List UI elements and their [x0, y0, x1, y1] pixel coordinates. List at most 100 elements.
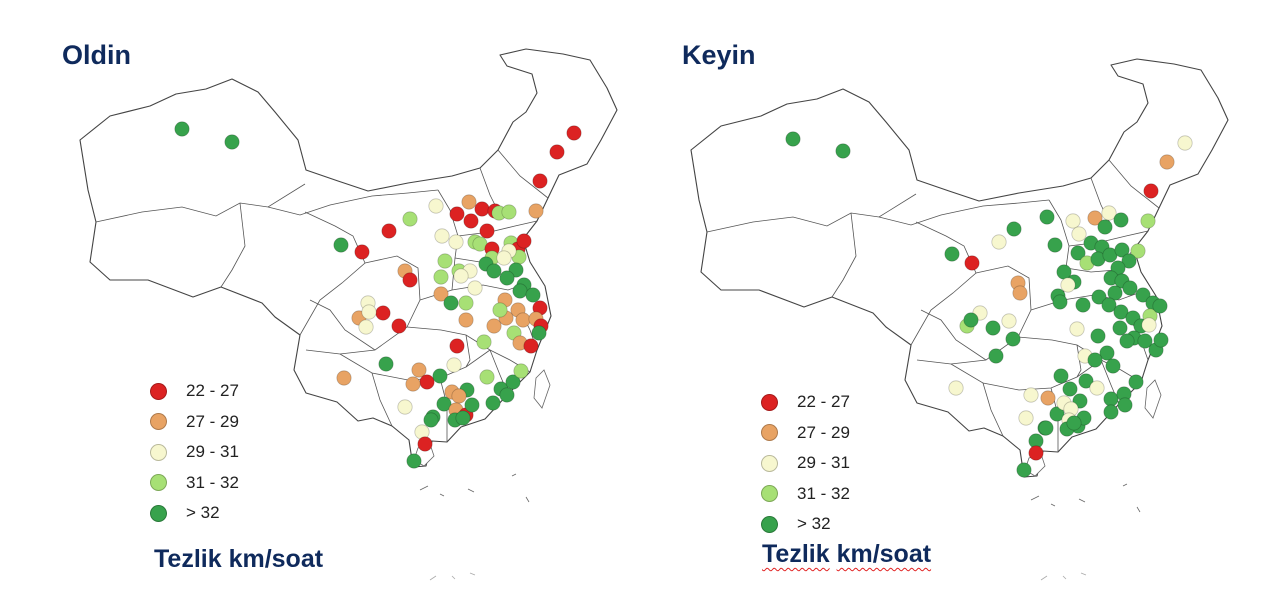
speed-point: [492, 302, 508, 318]
speed-point: [528, 203, 544, 219]
speed-point: [512, 283, 528, 299]
map-panel-keyin: Keyin 22 - 27 27 - 29 29 - 31 31 - 32 > 32 T…: [633, 0, 1266, 591]
speed-point: [1053, 368, 1069, 384]
legend-label: 29 - 31: [797, 453, 850, 473]
speed-point: [378, 356, 394, 372]
speed-point: [515, 312, 531, 328]
speed-point: [464, 397, 480, 413]
speed-point: [1140, 213, 1156, 229]
caption-word-1: Tezlik: [762, 540, 830, 568]
speed-point: [486, 263, 502, 279]
speed-point: [1078, 373, 1094, 389]
china-map-after: [690, 58, 1229, 581]
speed-point: [406, 453, 422, 469]
speed-point: [428, 198, 444, 214]
speed-point: [1049, 406, 1065, 422]
speed-point: [1107, 285, 1123, 301]
speed-point: [1143, 183, 1159, 199]
speed-point: [453, 268, 469, 284]
speed-point: [1103, 391, 1119, 407]
speed-point: [476, 334, 492, 350]
speed-point: [566, 125, 582, 141]
speed-point: [1101, 297, 1117, 313]
speed-point: [1090, 328, 1106, 344]
legend-item: 29 - 31: [761, 448, 850, 479]
speed-point: [1087, 210, 1103, 226]
legend-item: 31 - 32: [150, 468, 239, 499]
speed-point: [436, 396, 452, 412]
speed-point: [333, 237, 349, 253]
legend-swatch: [150, 382, 167, 400]
legend-swatch: [761, 515, 778, 533]
speed-point: [505, 374, 521, 390]
speed-point: [432, 368, 448, 384]
speed-point: [417, 436, 433, 452]
speed-point: [1065, 213, 1081, 229]
speed-point: [446, 357, 462, 373]
speed-point: [1130, 243, 1146, 259]
speed-point: [1121, 253, 1137, 269]
speed-point: [516, 233, 532, 249]
speed-point: [461, 194, 477, 210]
legend-swatch: [761, 454, 778, 472]
speed-point: [1137, 333, 1153, 349]
speed-point: [513, 363, 529, 379]
legend-swatch: [150, 474, 167, 492]
speed-point: [1047, 237, 1063, 253]
legend-label: 29 - 31: [186, 442, 239, 462]
speed-point: [1066, 415, 1082, 431]
speed-point: [991, 234, 1007, 250]
legend-swatch: [150, 504, 167, 522]
speed-point: [1071, 226, 1087, 242]
speed-point: [479, 369, 495, 385]
speed-point: [1117, 397, 1133, 413]
speed-point: [525, 287, 541, 303]
speed-point: [361, 304, 377, 320]
panel-title: Oldin: [62, 40, 131, 70]
speed-point: [1069, 321, 1085, 337]
legend-label: 22 - 27: [797, 392, 850, 412]
speed-caption: Tezlik km/soat: [154, 545, 323, 574]
speed-point: [1005, 331, 1021, 347]
speed-point: [988, 348, 1004, 364]
speed-point: [402, 272, 418, 288]
speed-point: [375, 305, 391, 321]
caption-word-1: Tezlik: [154, 545, 222, 573]
china-map-before: [79, 48, 618, 581]
speed-point: [174, 121, 190, 137]
speed-point: [434, 228, 450, 244]
speed-point: [479, 223, 495, 239]
speed-point: [1128, 374, 1144, 390]
legend-item: 27 - 29: [150, 407, 239, 438]
speed-point: [1097, 219, 1113, 235]
legend-item: 22 - 27: [761, 387, 850, 418]
speed-point: [437, 253, 453, 269]
legend-item: 22 - 27: [150, 376, 239, 407]
legend-label: 22 - 27: [186, 381, 239, 401]
speed-points-before: [174, 121, 582, 469]
map-legend: 22 - 27 27 - 29 29 - 31 31 - 32 > 32: [150, 376, 239, 529]
speed-point: [1062, 381, 1078, 397]
speed-point: [1052, 294, 1068, 310]
speed-point: [1112, 320, 1128, 336]
speed-point: [1060, 277, 1076, 293]
speed-point: [391, 318, 407, 334]
speed-point: [423, 412, 439, 428]
speed-point: [1091, 289, 1107, 305]
speed-point: [963, 312, 979, 328]
speed-point: [485, 395, 501, 411]
speed-point: [449, 338, 465, 354]
speed-point: [1018, 410, 1034, 426]
speed-point: [1038, 420, 1054, 436]
speed-point: [1089, 380, 1105, 396]
speed-point: [1016, 462, 1032, 478]
speed-point: [411, 362, 427, 378]
legend-item: > 32: [150, 498, 239, 529]
legend-swatch: [761, 393, 778, 411]
speed-point: [1103, 404, 1119, 420]
speed-point: [531, 325, 547, 341]
legend-item: 27 - 29: [761, 418, 850, 449]
speed-point: [224, 134, 240, 150]
speed-point: [1075, 297, 1091, 313]
legend-label: 31 - 32: [186, 472, 239, 492]
